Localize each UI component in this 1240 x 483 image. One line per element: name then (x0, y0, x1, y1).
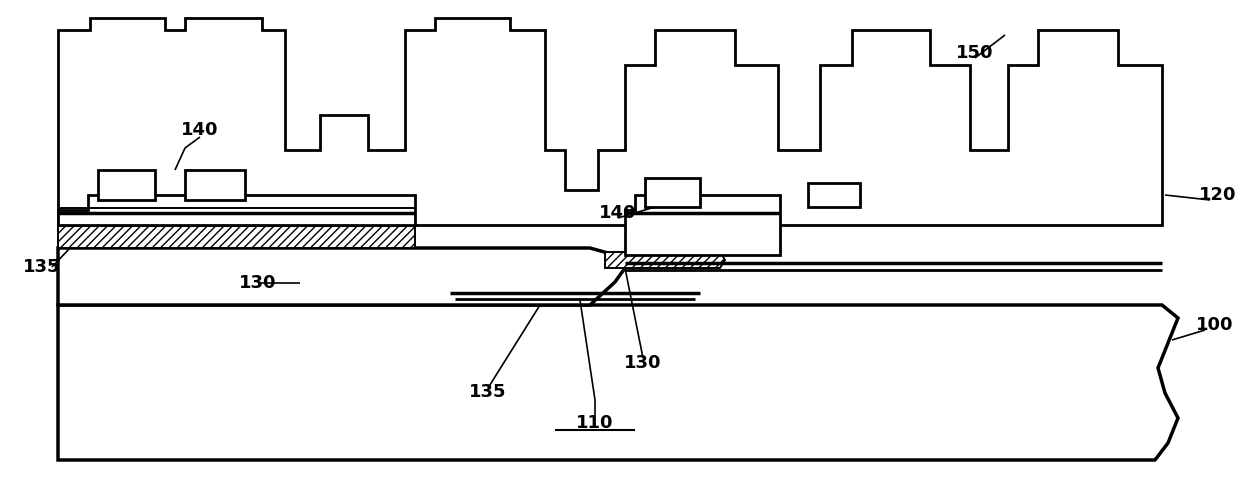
Text: 140: 140 (599, 204, 637, 222)
Text: 150: 150 (956, 44, 993, 62)
Text: 110: 110 (577, 414, 614, 432)
Polygon shape (58, 195, 415, 225)
Text: 130: 130 (239, 274, 277, 292)
Polygon shape (58, 305, 1178, 460)
Polygon shape (808, 183, 861, 207)
Polygon shape (625, 195, 780, 255)
Text: 120: 120 (1199, 186, 1236, 204)
Polygon shape (58, 225, 415, 248)
Text: 135: 135 (24, 258, 61, 276)
Text: 140: 140 (181, 121, 218, 139)
Text: 135: 135 (469, 383, 507, 401)
Polygon shape (58, 248, 625, 305)
Text: 100: 100 (1197, 316, 1234, 334)
Text: 130: 130 (624, 354, 662, 372)
Polygon shape (185, 170, 246, 200)
Polygon shape (645, 178, 701, 207)
Polygon shape (605, 252, 725, 268)
Polygon shape (58, 18, 1162, 225)
Polygon shape (98, 170, 155, 200)
